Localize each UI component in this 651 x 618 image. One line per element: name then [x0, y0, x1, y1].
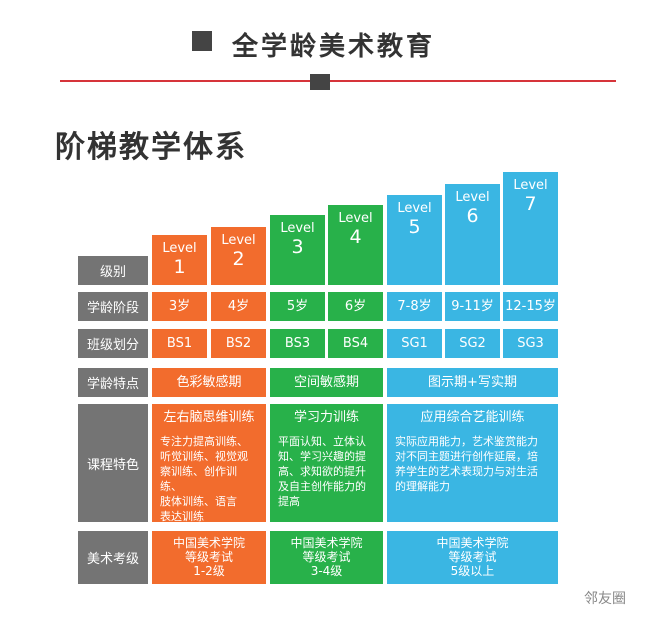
class-cell: BS4	[328, 329, 383, 358]
row-label-class: 班级划分	[78, 329, 148, 358]
level-4-block: Level 4	[328, 205, 383, 285]
exam-cell-green: 中国美术学院 等级考试 3-4级	[270, 531, 383, 584]
age-cell: 9-11岁	[445, 292, 500, 321]
level-word: Level	[513, 178, 548, 193]
section-title: 阶梯教学体系	[55, 130, 247, 165]
class-cell: BS3	[270, 329, 325, 358]
level-number: 7	[524, 193, 537, 215]
level-6-block: Level 6	[445, 184, 500, 285]
exam-line-2: 等级考试	[448, 550, 497, 564]
exam-line-3: 3-4级	[310, 564, 343, 578]
class-cell: BS2	[211, 329, 266, 358]
header-square-icon	[192, 31, 212, 51]
level-word: Level	[162, 241, 197, 256]
exam-cell-orange: 中国美术学院 等级考试 1-2级	[152, 531, 266, 584]
level-1-block: Level 1	[152, 235, 207, 285]
exam-line-3: 1-2级	[193, 564, 225, 578]
row-label-exam: 美术考级	[78, 531, 148, 584]
course-title: 应用综合艺能训练	[420, 410, 525, 425]
course-title: 左右脑思维训练	[163, 410, 255, 425]
age-cell: 3岁	[152, 292, 207, 321]
class-cell: SG2	[445, 329, 500, 358]
exam-line-1: 中国美术学院	[290, 536, 363, 550]
header-title: 全学龄美术教育	[232, 32, 436, 62]
exam-cell-blue: 中国美术学院 等级考试 5级以上	[387, 531, 558, 584]
course-title: 学习力训练	[293, 410, 359, 425]
level-number: 4	[349, 226, 362, 248]
exam-line-2: 等级考试	[184, 550, 233, 564]
level-3-block: Level 3	[270, 215, 325, 285]
level-number: 1	[173, 256, 186, 278]
course-body: 实际应用能力，艺术鉴赏能力 对不同主题进行创作延展，培 养学生的艺术表现力与对生…	[395, 435, 538, 493]
exam-line-2: 等级考试	[302, 550, 351, 564]
course-cell-blue: 应用综合艺能训练 实际应用能力，艺术鉴赏能力 对不同主题进行创作延展，培 养学生…	[387, 404, 558, 522]
level-word: Level	[221, 233, 256, 248]
age-cell: 5岁	[270, 292, 325, 321]
exam-line-1: 中国美术学院	[436, 536, 509, 550]
row-label-course: 课程特色	[78, 404, 148, 522]
age-cell: 7-8岁	[387, 292, 442, 321]
header-divider	[60, 80, 616, 82]
course-cell-green: 学习力训练 平面认知、立体认 知、学习兴趣的提 高、求知欲的提升 及自主创作能力…	[270, 404, 383, 522]
level-number: 6	[466, 205, 479, 227]
age-cell: 12-15岁	[503, 292, 558, 321]
level-word: Level	[280, 221, 315, 236]
course-body: 专注力提高训练、 听觉训练、视觉观 察训练、创作训练、 肢体训练、语言 表达训练	[160, 435, 248, 523]
class-cell: SG1	[387, 329, 442, 358]
trait-cell: 空间敏感期	[270, 368, 383, 397]
level-word: Level	[455, 190, 490, 205]
trait-cell: 图示期+写实期	[387, 368, 558, 397]
exam-line-1: 中国美术学院	[172, 536, 245, 550]
level-5-block: Level 5	[387, 195, 442, 285]
age-cell: 4岁	[211, 292, 266, 321]
divider-square-icon	[310, 74, 330, 90]
course-cell-orange: 左右脑思维训练 专注力提高训练、 听觉训练、视觉观 察训练、创作训练、 肢体训练…	[152, 404, 266, 523]
class-cell: SG3	[503, 329, 558, 358]
level-2-block: Level 2	[211, 227, 266, 285]
age-cell: 6岁	[328, 292, 383, 321]
level-number: 5	[408, 216, 421, 238]
class-cell: BS1	[152, 329, 207, 358]
level-word: Level	[397, 201, 432, 216]
level-7-block: Level 7	[503, 172, 558, 285]
row-label-level: 级别	[78, 256, 148, 285]
level-number: 2	[232, 248, 245, 270]
row-label-age: 学龄阶段	[78, 292, 148, 321]
level-number: 3	[291, 236, 304, 258]
watermark: 邻友圈	[584, 591, 626, 607]
level-word: Level	[338, 211, 373, 226]
course-body: 平面认知、立体认 知、学习兴趣的提 高、求知欲的提升 及自主创作能力的 提高	[278, 435, 366, 508]
row-label-trait: 学龄特点	[78, 368, 148, 397]
trait-cell: 色彩敏感期	[152, 368, 266, 397]
exam-line-3: 5级以上	[450, 564, 495, 578]
